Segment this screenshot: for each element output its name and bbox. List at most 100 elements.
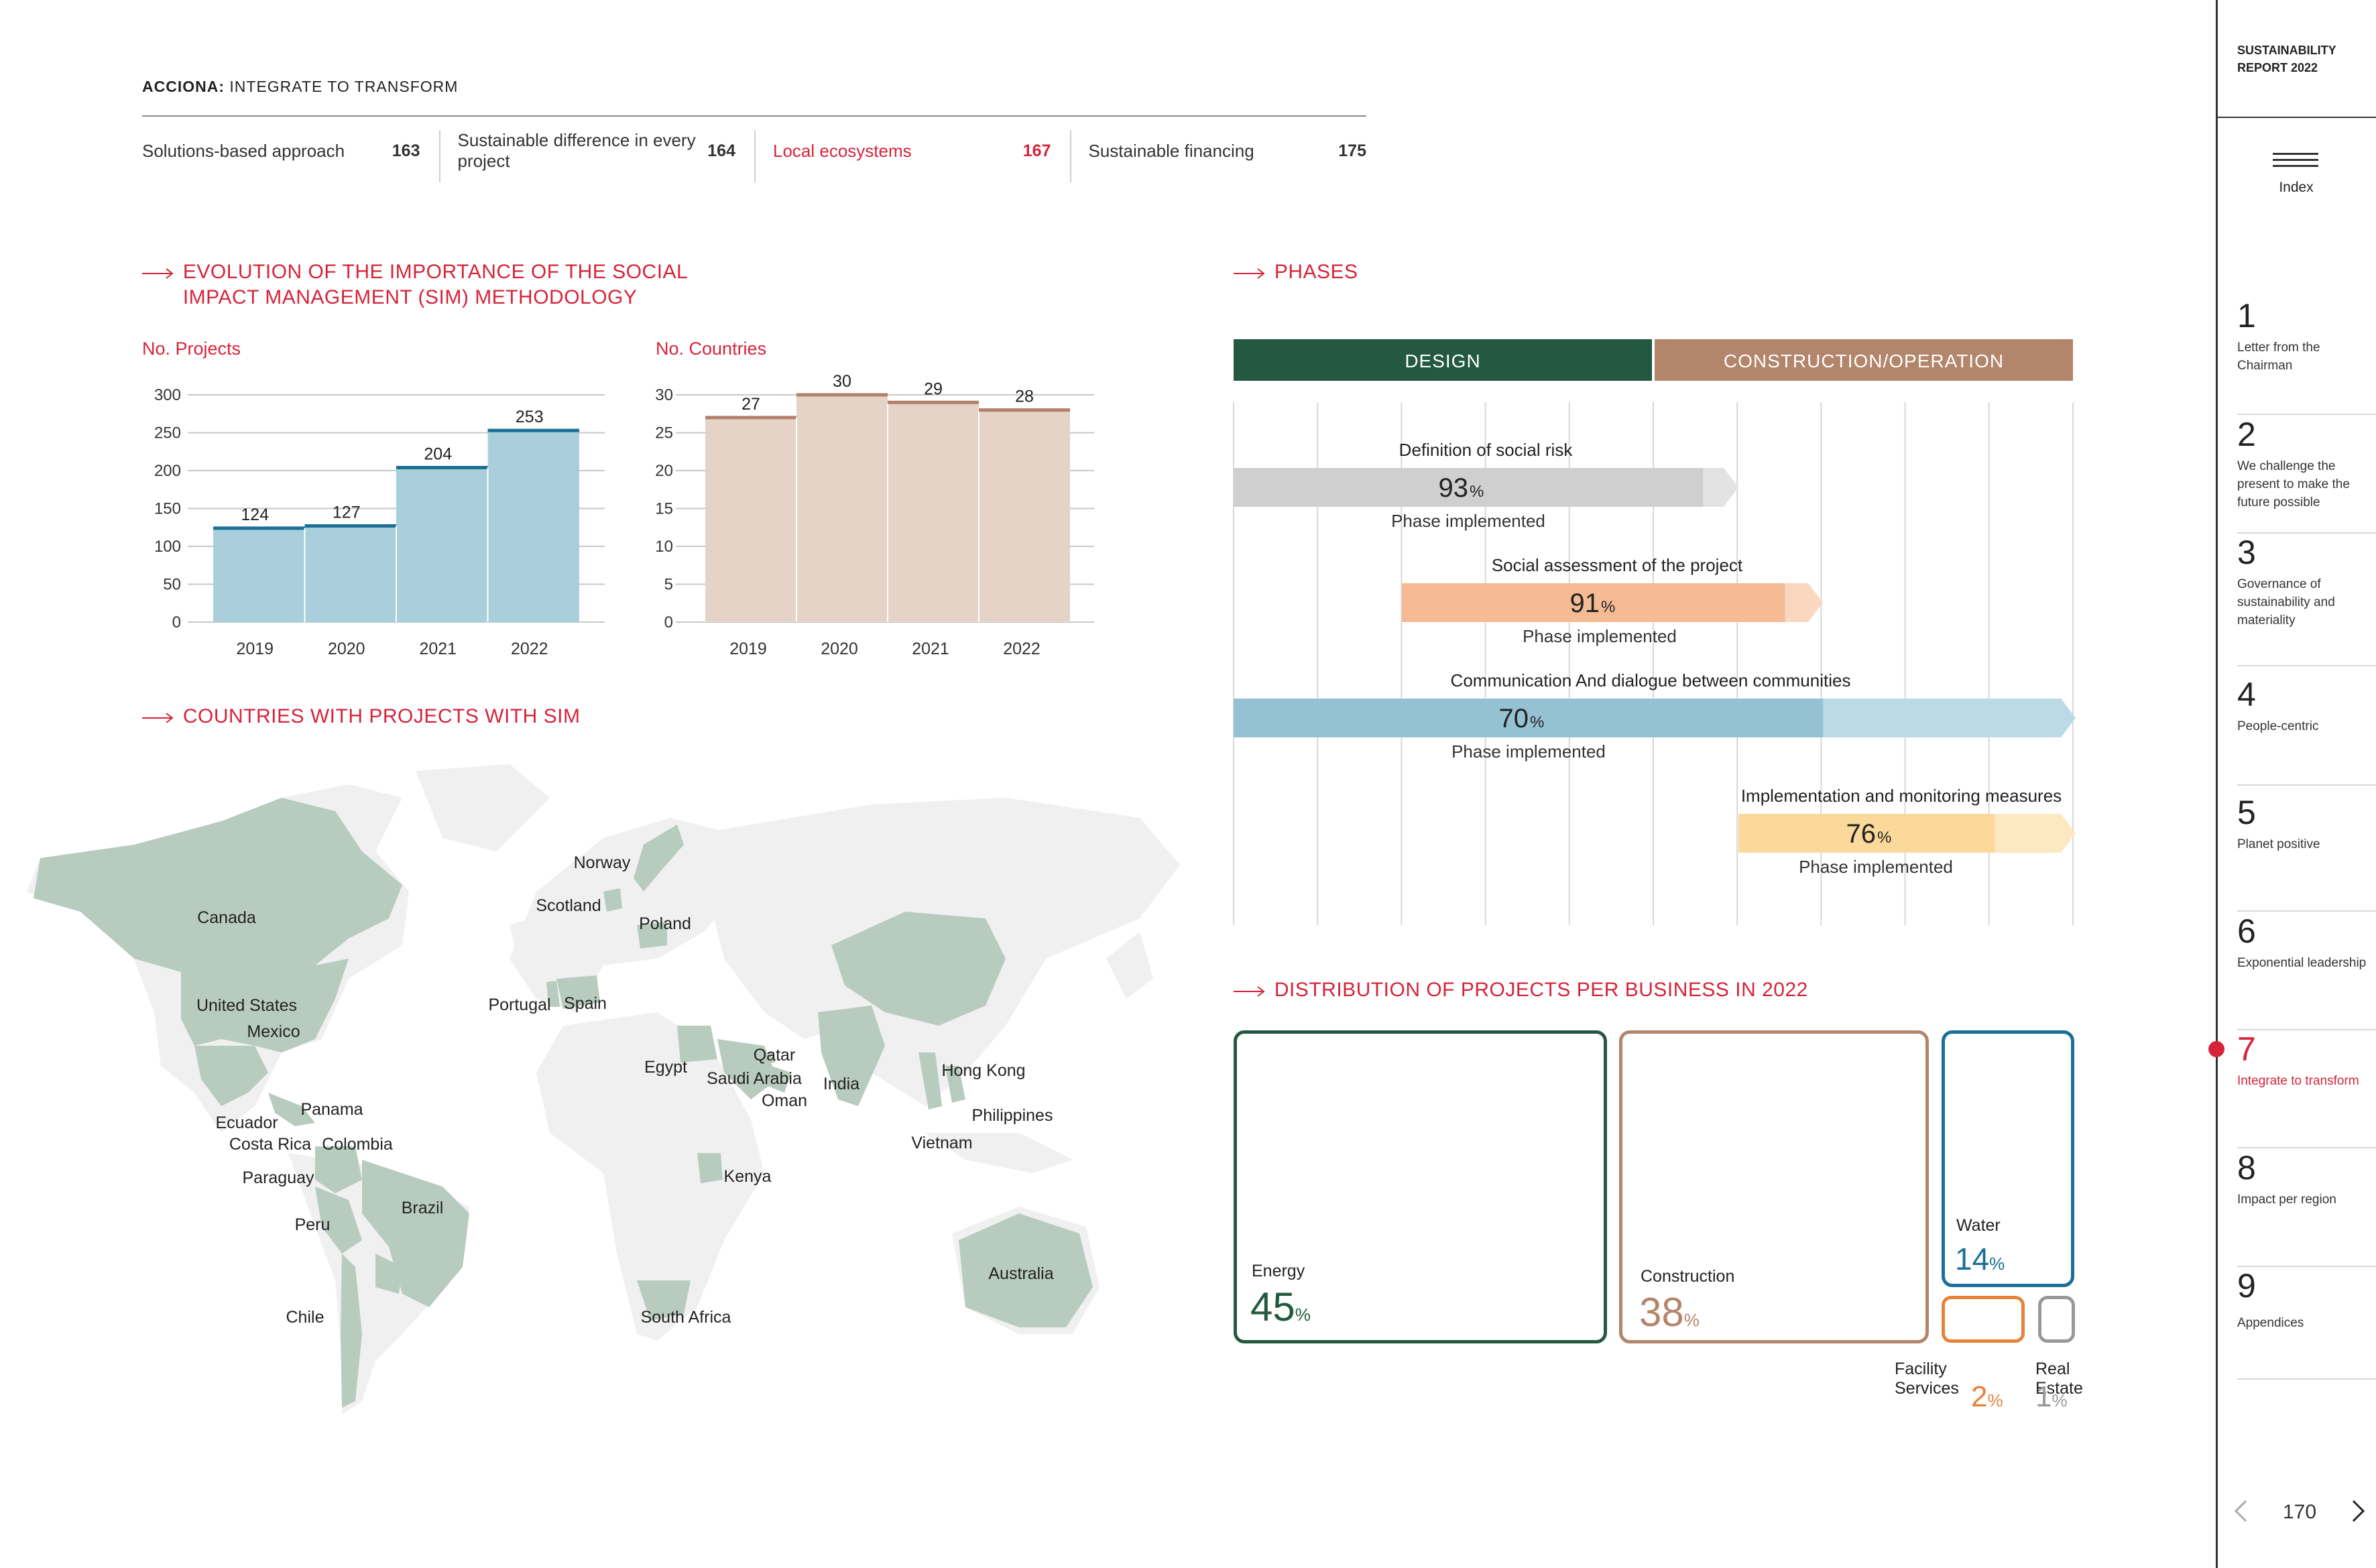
map-country-kenya [697, 1153, 723, 1183]
chevron-left-icon[interactable] [2233, 1499, 2249, 1526]
map-label: Australia [988, 1264, 1053, 1283]
arrow-right-icon [142, 704, 177, 736]
data-label: 253 [516, 408, 544, 426]
chapter-4[interactable]: 4 People-centric [2218, 676, 2376, 786]
phase-caption: Phase implemented [1799, 857, 1953, 877]
tile-construction-value: 38% [1639, 1290, 1700, 1335]
distribution-title: DISTRIBUTION OF PROJECTS PER BUSINESS IN… [1274, 979, 1808, 1001]
map-country-egypt [677, 1026, 717, 1063]
tab-sustainable-financing[interactable]: Sustainable financing 175 [1069, 119, 1366, 182]
map-country-peru [315, 1187, 362, 1254]
report-title: SUSTAINABILITY REPORT 2022 [2237, 44, 2336, 74]
chapter-6[interactable]: 6 Exponential leadership [2218, 912, 2376, 1030]
menu-icon[interactable] [2273, 153, 2318, 171]
phase-header-design-label: DESIGN [1405, 351, 1480, 371]
distribution-section-title: DISTRIBUTION OF PROJECTS PER BUSINESS IN… [1234, 977, 1808, 1010]
page-number: 170 [2282, 1501, 2317, 1523]
tile-water [1942, 1030, 2074, 1287]
tab-page: 164 [707, 141, 735, 160]
tile-construction [1619, 1030, 1929, 1343]
map-label: Egypt [644, 1058, 687, 1077]
tab-page: 167 [1022, 141, 1051, 160]
phase-header-construction-label: CONSTRUCTION/OPERATION [1724, 351, 2004, 371]
tile-water-value: 14% [1955, 1242, 2005, 1276]
y-tick-label: 0 [664, 613, 673, 631]
projects-chart-title: No. Projects [142, 339, 241, 359]
map-label: Brazil [402, 1199, 444, 1217]
sidebar-divider [2216, 0, 2218, 1568]
phase-unit: % [1877, 829, 1891, 847]
phase-unit: % [1601, 598, 1615, 616]
tab-solutions-based-approach[interactable]: Solutions-based approach 163 [142, 119, 439, 182]
map-label: Hong Kong [941, 1061, 1025, 1080]
bar [304, 526, 396, 622]
tile-facility-services-label: Facility Services [1895, 1360, 1959, 1398]
x-tick-label: 2019 [729, 640, 767, 658]
map-country-norway [634, 825, 684, 892]
countries-chart-title: No. Countries [656, 339, 767, 359]
phase-bar-fill [1738, 814, 1995, 853]
tile-energy [1234, 1030, 1607, 1343]
y-tick-label: 0 [172, 613, 181, 631]
bar [396, 467, 488, 622]
map-label: Kenya [724, 1167, 772, 1186]
countries-bar-chart: 0 5 10 15 20 25 30 27 2019 30 2020 29 2021 28 2022 [655, 372, 1094, 658]
chapter-1[interactable]: 1 Letter from the Chairman [2218, 297, 2376, 415]
map-country-vietnam [918, 1052, 942, 1109]
chapter-2[interactable]: 2 We challenge the present to make the f… [2218, 416, 2376, 534]
map-country-scotland [603, 888, 622, 912]
chapter-7[interactable]: 7 Integrate to transform [2218, 1030, 2376, 1148]
map-label: Costa Rica [229, 1135, 311, 1154]
map-label: Panama [300, 1100, 363, 1119]
map-country-india [818, 1006, 885, 1106]
phase-bar-fill [1402, 583, 1785, 622]
map-country-paraguay [375, 1254, 402, 1294]
tab-local-ecosystems[interactable]: Local ecosystems 167 [754, 119, 1070, 182]
x-tick-label: 2019 [236, 640, 274, 658]
phase-unit: % [1530, 713, 1544, 731]
sidebar-top-rule [2218, 117, 2376, 118]
tile-real-estate-value: 1% [2035, 1380, 2068, 1413]
map-label: Paraguay [242, 1168, 314, 1187]
tile-real-estate-label: Real Estate [2035, 1360, 2083, 1398]
y-tick-label: 20 [655, 462, 673, 480]
map-highlighted-countries [34, 798, 1093, 1408]
map-labels: Canada United States Mexico Panama Ecuad… [196, 853, 1054, 1327]
map-label: Canada [197, 908, 256, 927]
tile-water-label: Water [1956, 1216, 2001, 1235]
index-button[interactable]: Index [2279, 180, 2314, 195]
map-country-colombia [315, 1146, 362, 1193]
chapter-5[interactable]: 5 Planet positive [2218, 794, 2376, 912]
map-country-saudi-arabia [717, 1039, 778, 1099]
chevron-right-icon[interactable] [2351, 1499, 2367, 1526]
y-tick-label: 50 [163, 576, 181, 594]
chapter-8[interactable]: 8 Impact per region [2218, 1149, 2376, 1267]
chapter-3[interactable]: 3 Governance of sustainability and mater… [2218, 534, 2376, 666]
map-label: United States [196, 996, 297, 1015]
map-label: Vietnam [911, 1134, 972, 1152]
page-navigation: 170 [2233, 1499, 2367, 1526]
bar [888, 402, 979, 622]
data-label: 127 [333, 503, 361, 522]
tab-page: 163 [392, 141, 420, 160]
phase-bar-fill [1234, 468, 1704, 507]
bar [213, 528, 305, 622]
map-country-china [831, 912, 1006, 1026]
map-label: Saudi Arabia [707, 1069, 802, 1088]
map-country-philippines [945, 1066, 965, 1103]
x-tick-label: 2022 [1003, 640, 1041, 658]
x-tick-label: 2020 [328, 640, 365, 658]
tile-facility-services-value: 2% [1971, 1380, 2003, 1413]
map-country-portugal [546, 981, 560, 1007]
tab-sustainable-difference[interactable]: Sustainable difference in every project … [438, 119, 755, 182]
map-label: Philippines [972, 1106, 1053, 1125]
y-tick-label: 10 [655, 538, 673, 556]
phase-bar-fill [1234, 699, 1824, 737]
map-label: Poland [639, 914, 691, 933]
tab-label: Local ecosystems [773, 140, 912, 161]
map-country-spain [556, 975, 600, 1009]
report-header: ACCIONA: INTEGRATE TO TRANSFORM [142, 78, 458, 96]
y-tick-label: 300 [154, 386, 181, 404]
chapter-9[interactable]: 9 Appendices [2218, 1267, 2376, 1380]
phases-section-title: PHASES [1234, 259, 1358, 292]
